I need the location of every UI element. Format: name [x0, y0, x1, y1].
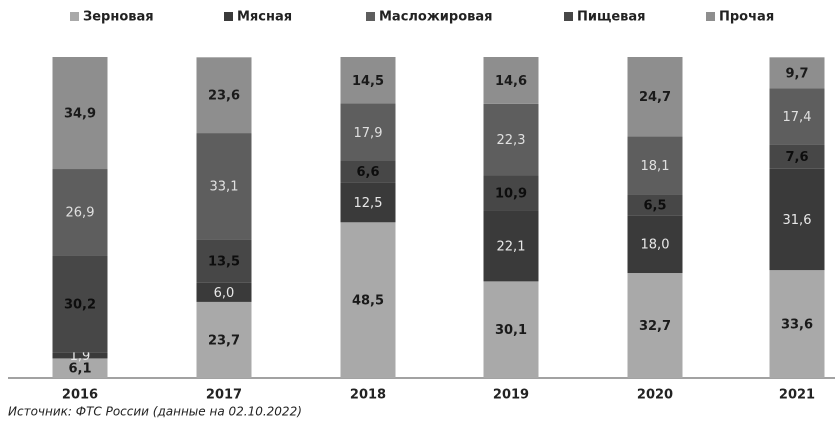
source-note: Источник: ФТС России (данные на 02.10.20… [8, 405, 302, 419]
bar-segment [769, 88, 825, 145]
data-label: 31,6 [783, 213, 812, 228]
data-label: 18,1 [641, 159, 670, 174]
data-label: 30,1 [495, 323, 527, 338]
bar-segment [340, 222, 396, 378]
x-tick-label: 2021 [779, 388, 815, 403]
data-label: 9,7 [785, 66, 808, 81]
bar-segment [52, 255, 108, 353]
bar-segment [627, 273, 683, 378]
legend-swatch [70, 12, 79, 21]
bar-segment [340, 161, 396, 183]
bar-segment [196, 301, 252, 378]
data-label: 23,6 [208, 89, 240, 104]
data-label: 33,6 [781, 318, 813, 333]
data-label: 26,9 [66, 206, 95, 221]
data-label: 48,5 [352, 294, 384, 309]
data-label: 32,7 [639, 319, 671, 334]
bar-segment [196, 282, 252, 302]
bar-segment [52, 352, 108, 359]
bar-segment [627, 215, 683, 274]
bar-segment [52, 57, 108, 170]
data-label: 7,6 [785, 150, 808, 165]
data-label: 30,2 [64, 297, 96, 312]
legend-label: Зерновая [83, 10, 154, 25]
x-tick-label: 2020 [637, 388, 673, 403]
data-label: 14,5 [352, 74, 384, 89]
data-label: 14,6 [495, 74, 527, 89]
data-label: 22,3 [497, 133, 526, 148]
data-label: 33,1 [210, 180, 239, 195]
data-label: 6,0 [214, 286, 235, 301]
bar-segment [340, 103, 396, 162]
data-label: 18,0 [641, 238, 670, 253]
bar-segment [769, 144, 825, 169]
data-label: 6,6 [356, 165, 379, 180]
x-tick-label: 2016 [62, 388, 98, 403]
data-label: 1,9 [70, 349, 91, 364]
data-label: 6,5 [643, 198, 666, 213]
data-label: 13,5 [208, 254, 240, 269]
bar-segment [483, 210, 539, 282]
data-label: 17,9 [354, 126, 383, 141]
legend-swatch [564, 12, 573, 21]
data-label: 6,1 [68, 362, 91, 377]
bar-segment [627, 57, 683, 137]
data-label: 12,5 [354, 196, 383, 211]
data-label: 23,7 [208, 333, 240, 348]
data-label: 17,4 [783, 110, 812, 125]
bar-segment [483, 175, 539, 211]
bar-segment [340, 57, 396, 104]
x-tick-label: 2017 [206, 388, 242, 403]
bar-segment [483, 57, 539, 104]
bar-segment [196, 133, 252, 240]
data-label: 34,9 [64, 107, 96, 122]
data-label: 22,1 [497, 239, 526, 254]
legend-label: Мясная [237, 10, 292, 25]
bar-segment [483, 103, 539, 176]
bar-segment [340, 182, 396, 223]
bar-segment [52, 358, 108, 378]
data-label: 24,7 [639, 90, 671, 105]
bar-segment [627, 194, 683, 216]
bar-segment [627, 136, 683, 195]
data-label: 10,9 [495, 186, 527, 201]
x-tick-label: 2018 [350, 388, 386, 403]
bar-segment [483, 281, 539, 378]
bar-segment [769, 270, 825, 378]
legend-label: Масложировая [379, 10, 493, 25]
bar-segment [196, 57, 252, 134]
bar-segment [769, 57, 825, 89]
legend-swatch [224, 12, 233, 21]
bar-segment [769, 168, 825, 271]
bar-segment [52, 169, 108, 256]
legend-label: Пищевая [577, 10, 646, 25]
x-tick-label: 2019 [493, 388, 529, 403]
legend-swatch [366, 12, 375, 21]
legend-swatch [706, 12, 715, 21]
bar-segment [196, 239, 252, 283]
legend-label: Прочая [719, 10, 774, 25]
